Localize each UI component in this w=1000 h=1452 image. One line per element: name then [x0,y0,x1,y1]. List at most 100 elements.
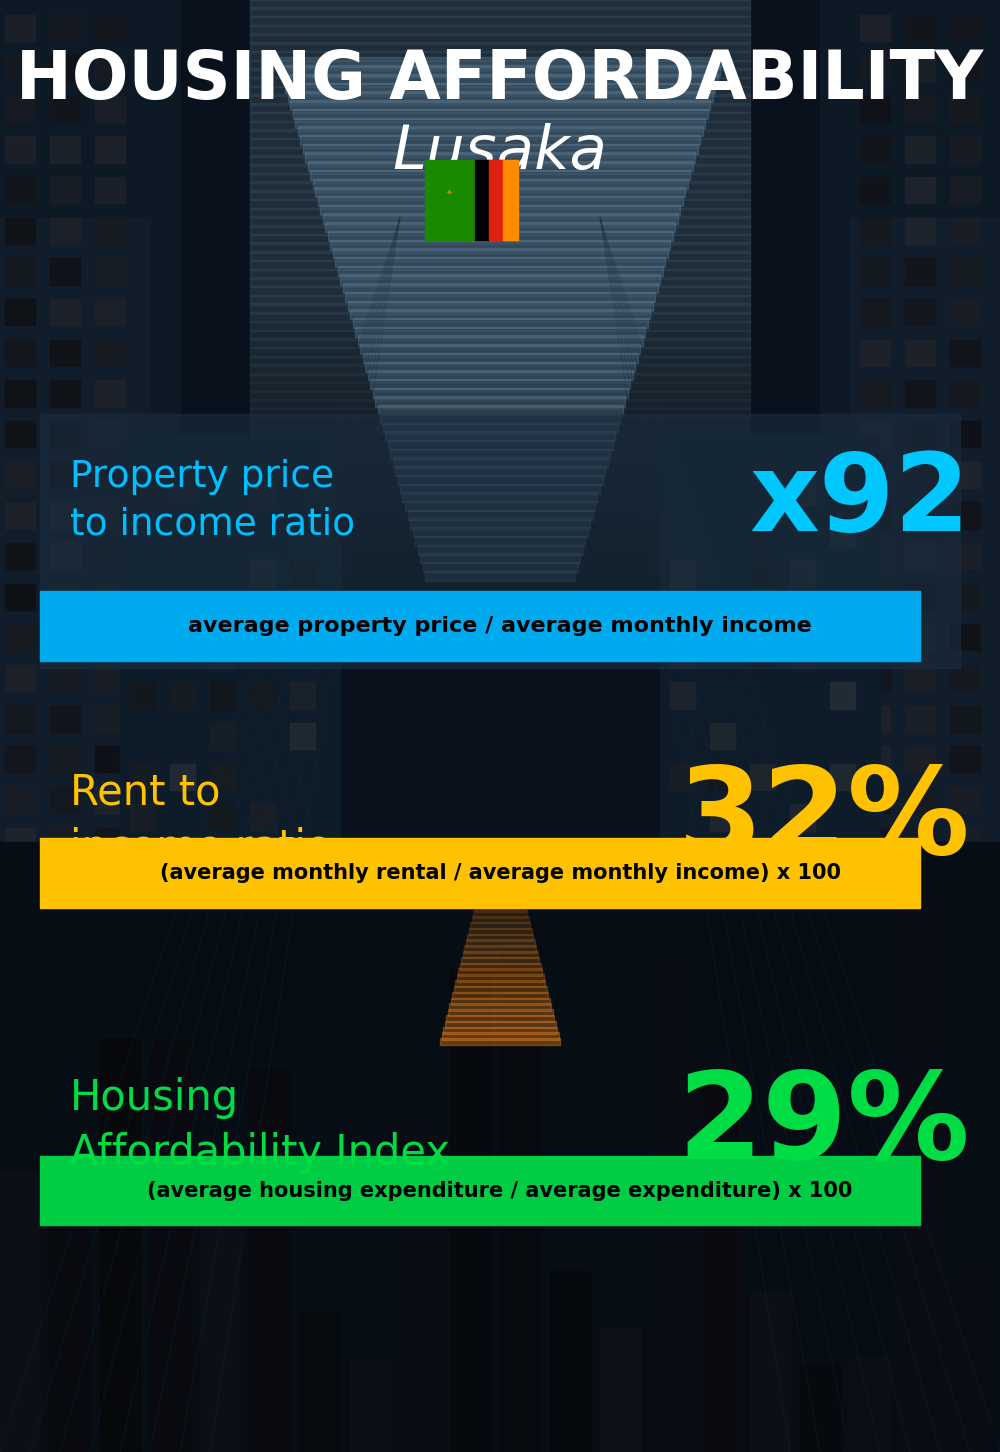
Bar [450,998,550,1005]
Bar [950,787,980,813]
Bar [290,1130,315,1156]
Bar [250,33,750,44]
Bar [170,723,195,749]
Bar [170,804,195,831]
Bar [860,787,890,813]
Bar [860,380,890,407]
Bar [250,321,750,331]
Bar [402,492,597,502]
Bar [388,440,612,450]
Bar [290,1252,315,1278]
Bar [200,1233,240,1452]
Bar [170,520,195,546]
Bar [790,845,815,871]
Bar [710,479,735,505]
Bar [460,963,540,970]
Bar [250,86,750,96]
Bar [210,560,235,587]
Bar [95,909,125,935]
Bar [5,746,35,772]
Bar [950,868,980,894]
Bar [332,248,668,258]
Bar [790,723,815,749]
Bar [400,484,600,494]
Bar [250,495,750,505]
Bar [750,560,775,587]
Bar [860,584,890,610]
Bar [250,469,750,479]
Bar [905,96,935,122]
Bar [250,182,750,192]
Bar [710,967,735,993]
Bar [860,15,890,41]
Bar [95,136,125,163]
Bar [250,25,750,35]
Bar [478,893,522,900]
Bar [5,543,35,569]
Bar [710,560,735,587]
Bar [312,179,688,189]
Bar [503,160,518,240]
Bar [210,1130,235,1156]
Bar [482,876,518,883]
Text: 32%: 32% [677,762,970,878]
Bar [372,388,628,398]
Bar [790,642,815,668]
Bar [290,1211,315,1237]
Bar [130,886,155,912]
Bar [250,7,750,17]
Bar [250,530,750,540]
Bar [345,292,655,302]
Bar [210,926,235,953]
Bar [250,479,275,505]
Bar [130,926,155,953]
Bar [750,642,775,668]
Bar [130,1170,155,1196]
Bar [425,571,575,581]
Bar [350,1002,390,1452]
Bar [170,1048,195,1074]
Bar [860,340,890,366]
Bar [670,601,695,627]
Bar [950,258,980,285]
Bar [365,362,635,372]
Bar [905,462,935,488]
Bar [250,582,750,592]
Bar [285,83,715,93]
Bar [50,706,80,732]
Bar [250,591,750,601]
Bar [442,1032,558,1040]
Bar [290,1170,315,1196]
Bar [860,258,890,285]
Bar [900,1185,940,1452]
Bar [670,967,695,993]
Bar [489,160,503,240]
Bar [290,520,315,546]
Bar [50,380,80,407]
Bar [5,136,35,163]
Bar [950,15,980,41]
Bar [950,218,980,244]
Bar [450,1106,490,1452]
Bar [250,269,750,279]
Bar [830,1130,855,1156]
Bar [398,475,602,485]
Bar [50,990,80,1016]
Bar [250,443,750,453]
Bar [860,706,890,732]
Bar [250,764,275,790]
Bar [790,886,815,912]
Bar [250,216,750,227]
Bar [95,299,125,325]
Bar [790,1008,815,1034]
Bar [95,584,125,610]
Bar [420,553,580,563]
Bar [5,299,35,325]
Bar [250,556,750,566]
Bar [250,513,750,523]
Bar [860,55,890,81]
Bar [250,190,750,200]
Bar [750,601,775,627]
Bar [362,353,638,363]
Text: average property price / average monthly income: average property price / average monthly… [188,616,812,636]
